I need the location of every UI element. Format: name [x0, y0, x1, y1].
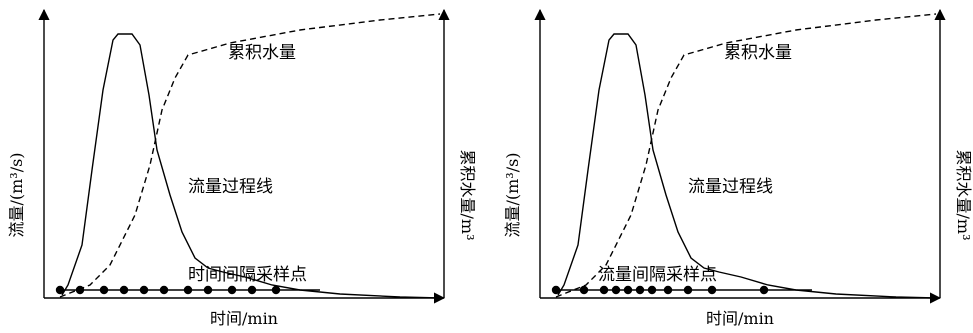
- right-x-axis-label: 时间/min: [706, 309, 774, 328]
- sampling-point: [119, 285, 129, 295]
- sampling-point: [75, 285, 85, 295]
- left-y2-axis-label: 累积水量/m³: [458, 150, 477, 241]
- right-y-axis-label: 流量/(m³/s): [503, 152, 522, 237]
- left-hydrograph-label: 流量过程线: [188, 177, 273, 197]
- sampling-point: [623, 285, 633, 295]
- sampling-point: [683, 285, 693, 295]
- sampling-point: [99, 285, 109, 295]
- sampling-point: [663, 285, 673, 295]
- sampling-point: [579, 285, 589, 295]
- sampling-point: [247, 285, 257, 295]
- right-hydrograph-label: 流量过程线: [688, 177, 773, 197]
- sampling-point: [647, 285, 657, 295]
- sampling-point: [551, 285, 561, 295]
- left-y-axis-label: 流量/(m³/s): [7, 152, 26, 237]
- sampling-point: [759, 285, 769, 295]
- left-sampling-points: [55, 285, 281, 295]
- right-cumulative-curve: [555, 13, 937, 298]
- sampling-point: [203, 285, 213, 295]
- sampling-point: [159, 285, 169, 295]
- left-cumulative-label: 累积水量: [228, 43, 296, 63]
- sampling-point: [139, 285, 149, 295]
- right-panel: 累积水量 流量过程线 流量间隔采样点 流量/(m³/s) 累积水量/m³ 时间/…: [503, 8, 973, 328]
- left-cumulative-curve: [59, 13, 441, 298]
- left-panel: 累积水量 流量过程线 时间间隔采样点 流量/(m³/s) 累积水量/m³ 时间/…: [7, 8, 477, 328]
- left-hydrograph-curve: [61, 33, 441, 299]
- sampling-point: [707, 285, 717, 295]
- sampling-point: [599, 285, 609, 295]
- right-cumulative-label: 累积水量: [724, 43, 792, 63]
- sampling-point: [183, 285, 193, 295]
- right-sampling-label: 流量间隔采样点: [598, 265, 717, 285]
- sampling-point: [271, 285, 281, 295]
- sampling-point: [227, 285, 237, 295]
- sampling-point: [55, 285, 65, 295]
- sampling-point: [611, 285, 621, 295]
- right-sampling-points: [551, 285, 769, 295]
- right-hydrograph-curve: [557, 33, 937, 299]
- right-y2-axis-label: 累积水量/m³: [954, 150, 973, 241]
- left-sampling-label: 时间间隔采样点: [188, 265, 307, 285]
- left-x-axis-label: 时间/min: [210, 309, 278, 328]
- sampling-point: [635, 285, 645, 295]
